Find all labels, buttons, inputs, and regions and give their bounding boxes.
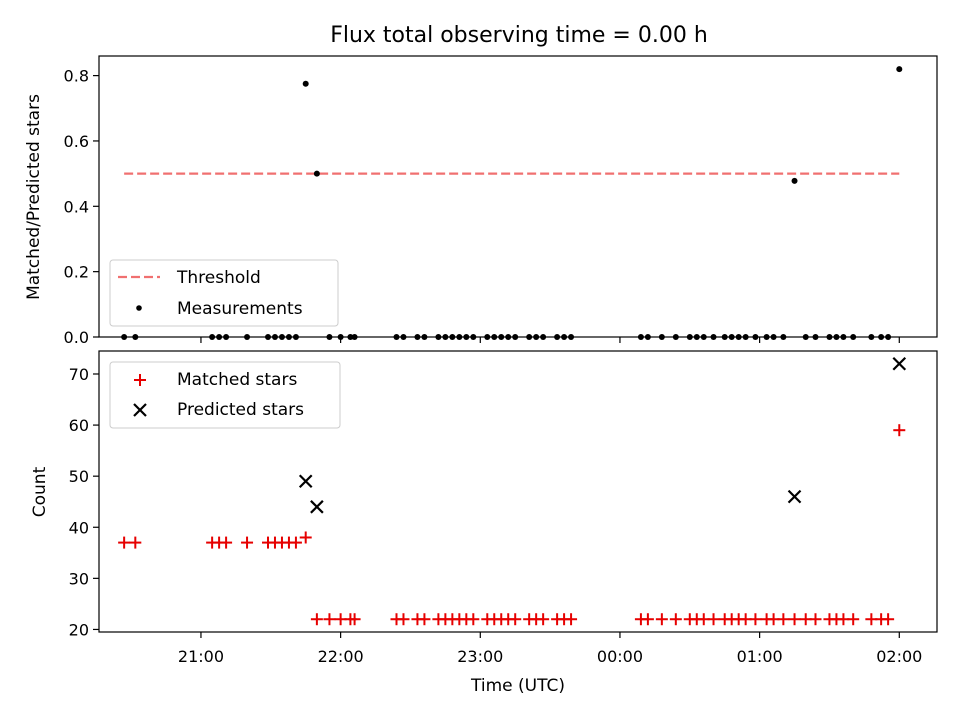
matched-star-marker: [509, 613, 522, 626]
ratio-y-tick-label: 0.2: [64, 263, 89, 282]
count-x-tick-label: 23:00: [457, 647, 503, 666]
matched-star-marker: [893, 424, 906, 437]
matched-star-marker: [537, 613, 550, 626]
matched-stars-points: [118, 424, 906, 626]
predicted-star-marker: [310, 500, 324, 514]
measurement-point: [791, 177, 798, 184]
matched-star-marker: [565, 613, 578, 626]
ratio-y-axis: 0.0 0.2 0.4 0.6 0.8: [64, 67, 99, 347]
matched-star-marker: [788, 613, 801, 626]
ratio-legend-box: [109, 259, 339, 327]
legend-predicted-label: Predicted stars: [177, 400, 304, 420]
matched-star-marker: [847, 613, 860, 626]
matched-star-marker: [241, 536, 254, 549]
count-y-tick-label: 30: [69, 569, 89, 588]
ratio-panel-frame: [98, 55, 938, 338]
count-legend: Matched stars Predicted stars: [109, 361, 341, 429]
matched-star-marker: [467, 613, 480, 626]
count-y-tick-label: 20: [69, 620, 89, 639]
legend-predicted-swatch: [133, 403, 147, 417]
legend-threshold-label: Threshold: [176, 268, 261, 288]
predicted-star-b: [310, 500, 324, 514]
matched-star-marker: [289, 536, 302, 549]
legend-matched-swatch: [134, 374, 146, 386]
x-axis-label: Time (UTC): [470, 676, 565, 696]
count-y-label: Count: [30, 466, 50, 517]
count-x-tick-label: 01:00: [737, 647, 783, 666]
matched-star-marker: [655, 613, 668, 626]
count-y-axis: 20 30 40 50 60 70: [69, 365, 99, 639]
ratio-panel: 0.00.20.40.60.8 Matched/Predicted stars …: [24, 55, 938, 347]
measurement-point: [302, 80, 309, 87]
predicted-star-marker: [298, 474, 313, 489]
predicted-star-b: [892, 356, 907, 371]
matched-star-marker: [397, 613, 410, 626]
predicted-star-marker: [892, 356, 907, 371]
matched-star-marker: [669, 613, 682, 626]
ratio-x-ticks: [200, 337, 900, 343]
matched-star-marker: [348, 613, 361, 626]
count-legend-box: [109, 361, 341, 429]
measurement-point: [313, 170, 320, 177]
matched-star-marker: [707, 613, 720, 626]
matched-star-marker: [310, 613, 323, 626]
legend-matched-label: Matched stars: [177, 370, 297, 390]
count-x-axis: 21:00 22:00 23:00 00:00 01:00 02:00: [178, 632, 922, 666]
legend-measurements-swatch: [136, 305, 142, 311]
matched-star-marker: [809, 613, 822, 626]
count-x-tick-label: 00:00: [597, 647, 643, 666]
matched-star-marker: [129, 536, 142, 549]
matched-star-marker: [118, 536, 131, 549]
count-x-tick-label: 22:00: [318, 647, 364, 666]
predicted-star-b: [298, 474, 313, 489]
matched-star-marker: [641, 613, 654, 626]
count-panel-frame: [98, 350, 938, 633]
matched-star-marker: [882, 613, 895, 626]
matched-star-marker: [220, 536, 233, 549]
legend-measurements-label: Measurements: [177, 299, 303, 319]
matched-star-marker: [323, 613, 336, 626]
matched-star-marker: [777, 613, 790, 626]
predicted-star-b: [787, 489, 802, 504]
predicted-star-marker: [787, 489, 802, 504]
predicted-stars-points: [298, 356, 907, 514]
ratio-y-tick-label: 0.0: [64, 328, 89, 347]
matched-star-marker: [418, 613, 431, 626]
count-y-tick-label: 40: [69, 518, 89, 537]
count-y-tick-label: 50: [69, 467, 89, 486]
ratio-y-tick-label: 0.4: [64, 197, 89, 216]
count-y-tick-label: 70: [69, 365, 89, 384]
matched-star-marker: [749, 613, 762, 626]
count-x-tick-label: 02:00: [876, 647, 922, 666]
count-y-tick-label: 60: [69, 416, 89, 435]
chart-title: Flux total observing time = 0.00 h: [330, 23, 708, 48]
measurement-point: [896, 66, 903, 73]
ratio-legend: Threshold Measurements: [109, 259, 339, 327]
ratio-y-tick-label: 0.6: [64, 132, 89, 151]
count-x-tick-label: 21:00: [178, 647, 224, 666]
ratio-y-tick-label: 0.8: [64, 67, 89, 86]
matched-star-marker: [299, 531, 312, 544]
count-panel: 20 30 40 50 60 70 21:00 22:00 23:00 00:00 01:00 02…: [30, 350, 938, 696]
ratio-y-label: Matched/Predicted stars: [24, 94, 44, 300]
